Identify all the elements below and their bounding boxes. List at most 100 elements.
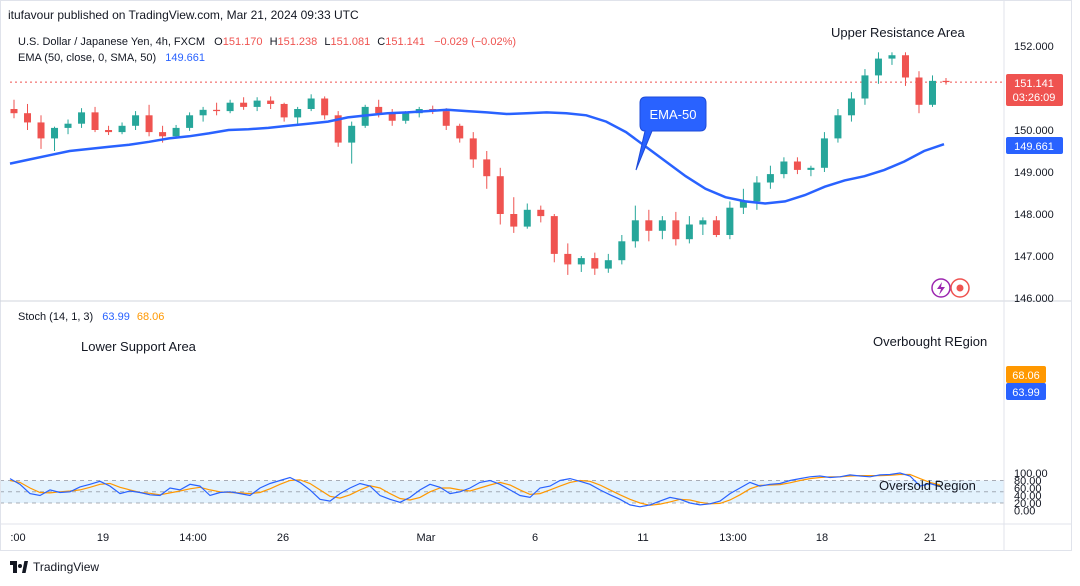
stoch-d-line[interactable]: [9, 473, 941, 506]
candle-body: [240, 102, 248, 107]
stoch-legend-label[interactable]: Stoch (14, 1, 3): [18, 311, 94, 323]
candle[interactable]: [510, 197, 518, 233]
time-tick-label: :00: [10, 532, 25, 544]
ema-50-line[interactable]: [9, 108, 945, 205]
high-label: H: [269, 36, 278, 48]
candle-body: [915, 77, 923, 105]
candle[interactable]: [226, 99, 234, 114]
candle[interactable]: [537, 205, 545, 223]
brand-name: TradingView: [33, 560, 100, 574]
candle[interactable]: [780, 157, 788, 179]
candle[interactable]: [604, 253, 612, 273]
candle[interactable]: [118, 122, 126, 135]
candle[interactable]: [388, 109, 396, 126]
candle[interactable]: [483, 151, 491, 189]
candle[interactable]: [847, 92, 855, 122]
symbol-legend[interactable]: U.S. Dollar / Japanese Yen, 4h, FXCM O15…: [18, 36, 516, 48]
candle[interactable]: [253, 97, 261, 112]
price-pane[interactable]: [9, 52, 1004, 275]
candle[interactable]: [213, 102, 221, 116]
tradingview-brand[interactable]: TradingView: [10, 560, 99, 574]
stoch-k-line[interactable]: [9, 472, 941, 508]
candle[interactable]: [132, 111, 140, 130]
candle[interactable]: [145, 104, 153, 137]
candle[interactable]: [37, 115, 45, 149]
candle[interactable]: [199, 106, 207, 122]
candle[interactable]: [186, 112, 194, 131]
stoch-legend[interactable]: Stoch (14, 1, 3) 63.99 68.06: [18, 311, 164, 323]
candle[interactable]: [294, 106, 302, 126]
candle[interactable]: [91, 106, 99, 133]
candle-body: [874, 58, 882, 76]
candle[interactable]: [685, 216, 693, 244]
candle[interactable]: [820, 132, 828, 172]
candle[interactable]: [321, 96, 329, 120]
candle[interactable]: [712, 216, 720, 238]
candle[interactable]: [861, 69, 869, 105]
candle-body: [631, 220, 639, 242]
symbol-title[interactable]: U.S. Dollar / Japanese Yen, 4h, FXCM: [18, 36, 206, 48]
candle[interactable]: [726, 201, 734, 240]
ema-legend-label[interactable]: EMA (50, close, 0, SMA, 50): [18, 52, 157, 64]
price-tick-label: 149.000: [1014, 167, 1054, 179]
candle[interactable]: [631, 205, 639, 248]
candle[interactable]: [834, 109, 842, 143]
candle[interactable]: [807, 165, 815, 177]
stoch-k-badge: [1006, 383, 1046, 400]
candle-body: [483, 159, 491, 177]
candle[interactable]: [523, 203, 531, 229]
candle[interactable]: [24, 103, 32, 130]
candle[interactable]: [469, 132, 477, 168]
candle[interactable]: [672, 211, 680, 246]
candle[interactable]: [64, 119, 72, 135]
candle-body: [780, 161, 788, 175]
stoch-d-badge-value: 68.06: [1012, 370, 1040, 382]
stoch-band: [0, 480, 1004, 503]
candle-body: [294, 109, 302, 118]
candle[interactable]: [307, 94, 315, 112]
candle[interactable]: [51, 126, 59, 151]
candle[interactable]: [564, 243, 572, 275]
candle[interactable]: [915, 71, 923, 114]
stoch-pane[interactable]: [0, 472, 1004, 508]
candle[interactable]: [793, 157, 801, 175]
candle-body: [618, 241, 626, 261]
candle[interactable]: [267, 96, 275, 109]
candle[interactable]: [456, 123, 464, 143]
candle[interactable]: [699, 217, 707, 235]
candle[interactable]: [618, 235, 626, 265]
alert-icons[interactable]: [931, 278, 970, 298]
candle[interactable]: [591, 252, 599, 275]
candle[interactable]: [901, 52, 909, 86]
candle[interactable]: [105, 125, 113, 136]
stoch-k-badge-value: 63.99: [1012, 387, 1040, 399]
candle[interactable]: [496, 167, 504, 225]
candle[interactable]: [874, 52, 882, 84]
candle[interactable]: [280, 102, 288, 122]
candle[interactable]: [577, 256, 585, 272]
ema-callout[interactable]: EMA-50: [635, 96, 707, 171]
ema-legend[interactable]: EMA (50, close, 0, SMA, 50) 149.661: [18, 52, 205, 64]
candle[interactable]: [78, 108, 86, 128]
candle-body: [766, 174, 774, 183]
candle-body: [456, 125, 464, 139]
candle[interactable]: [442, 108, 450, 130]
candle[interactable]: [753, 176, 761, 210]
open-value: 151.170: [222, 36, 263, 48]
candle[interactable]: [888, 52, 896, 65]
candle[interactable]: [766, 165, 774, 189]
candle[interactable]: [645, 209, 653, 242]
candle[interactable]: [942, 78, 950, 85]
candle[interactable]: [10, 99, 18, 119]
candle[interactable]: [240, 97, 248, 110]
candle[interactable]: [658, 216, 666, 240]
candle[interactable]: [172, 124, 180, 139]
stoch-tick-label: 60.00: [1014, 483, 1042, 495]
candle-body: [348, 125, 356, 143]
candle[interactable]: [334, 111, 342, 147]
candle[interactable]: [348, 121, 356, 164]
candle-body: [64, 123, 72, 128]
candle[interactable]: [550, 214, 558, 263]
candle[interactable]: [928, 75, 936, 107]
